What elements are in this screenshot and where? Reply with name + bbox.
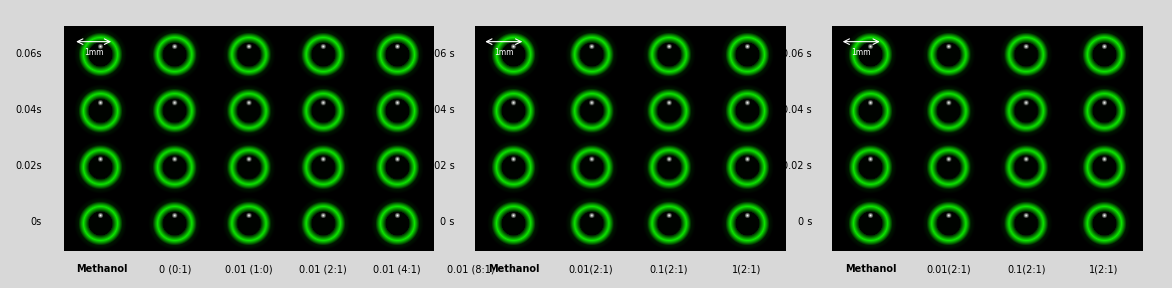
Text: 1mm: 1mm [495,48,513,57]
Text: 0 s: 0 s [441,217,455,228]
Text: 0.01 (8:1): 0.01 (8:1) [447,264,495,274]
Text: 1mm: 1mm [84,48,103,57]
Text: 0.1(2:1): 0.1(2:1) [649,264,688,274]
Text: 0.04 s: 0.04 s [782,105,812,115]
Text: 0.01 (4:1): 0.01 (4:1) [373,264,421,274]
Text: 0.04 s: 0.04 s [424,105,455,115]
Text: 0.04s: 0.04s [15,105,41,115]
Text: 0 s: 0 s [798,217,812,228]
Text: Methanol: Methanol [845,264,897,274]
Text: 0 (0:1): 0 (0:1) [159,264,191,274]
Text: 0.02 s: 0.02 s [782,161,812,171]
Text: 0.01(2:1): 0.01(2:1) [926,264,970,274]
Text: 0.06 s: 0.06 s [424,49,455,59]
Text: Methanol: Methanol [76,264,127,274]
Text: 0.02 s: 0.02 s [424,161,455,171]
Text: 0.1(2:1): 0.1(2:1) [1007,264,1045,274]
Text: 0.02s: 0.02s [15,161,41,171]
Text: 0.01 (2:1): 0.01 (2:1) [299,264,347,274]
Text: 0.06 s: 0.06 s [782,49,812,59]
Text: 1(2:1): 1(2:1) [1089,264,1118,274]
Text: 1mm: 1mm [852,48,871,57]
Text: 0.01(2:1): 0.01(2:1) [568,264,613,274]
Text: 1(2:1): 1(2:1) [731,264,761,274]
Text: Methanol: Methanol [488,264,539,274]
Text: 0s: 0s [30,217,41,228]
Text: 0.06s: 0.06s [15,49,41,59]
Text: 0.01 (1:0): 0.01 (1:0) [225,264,273,274]
